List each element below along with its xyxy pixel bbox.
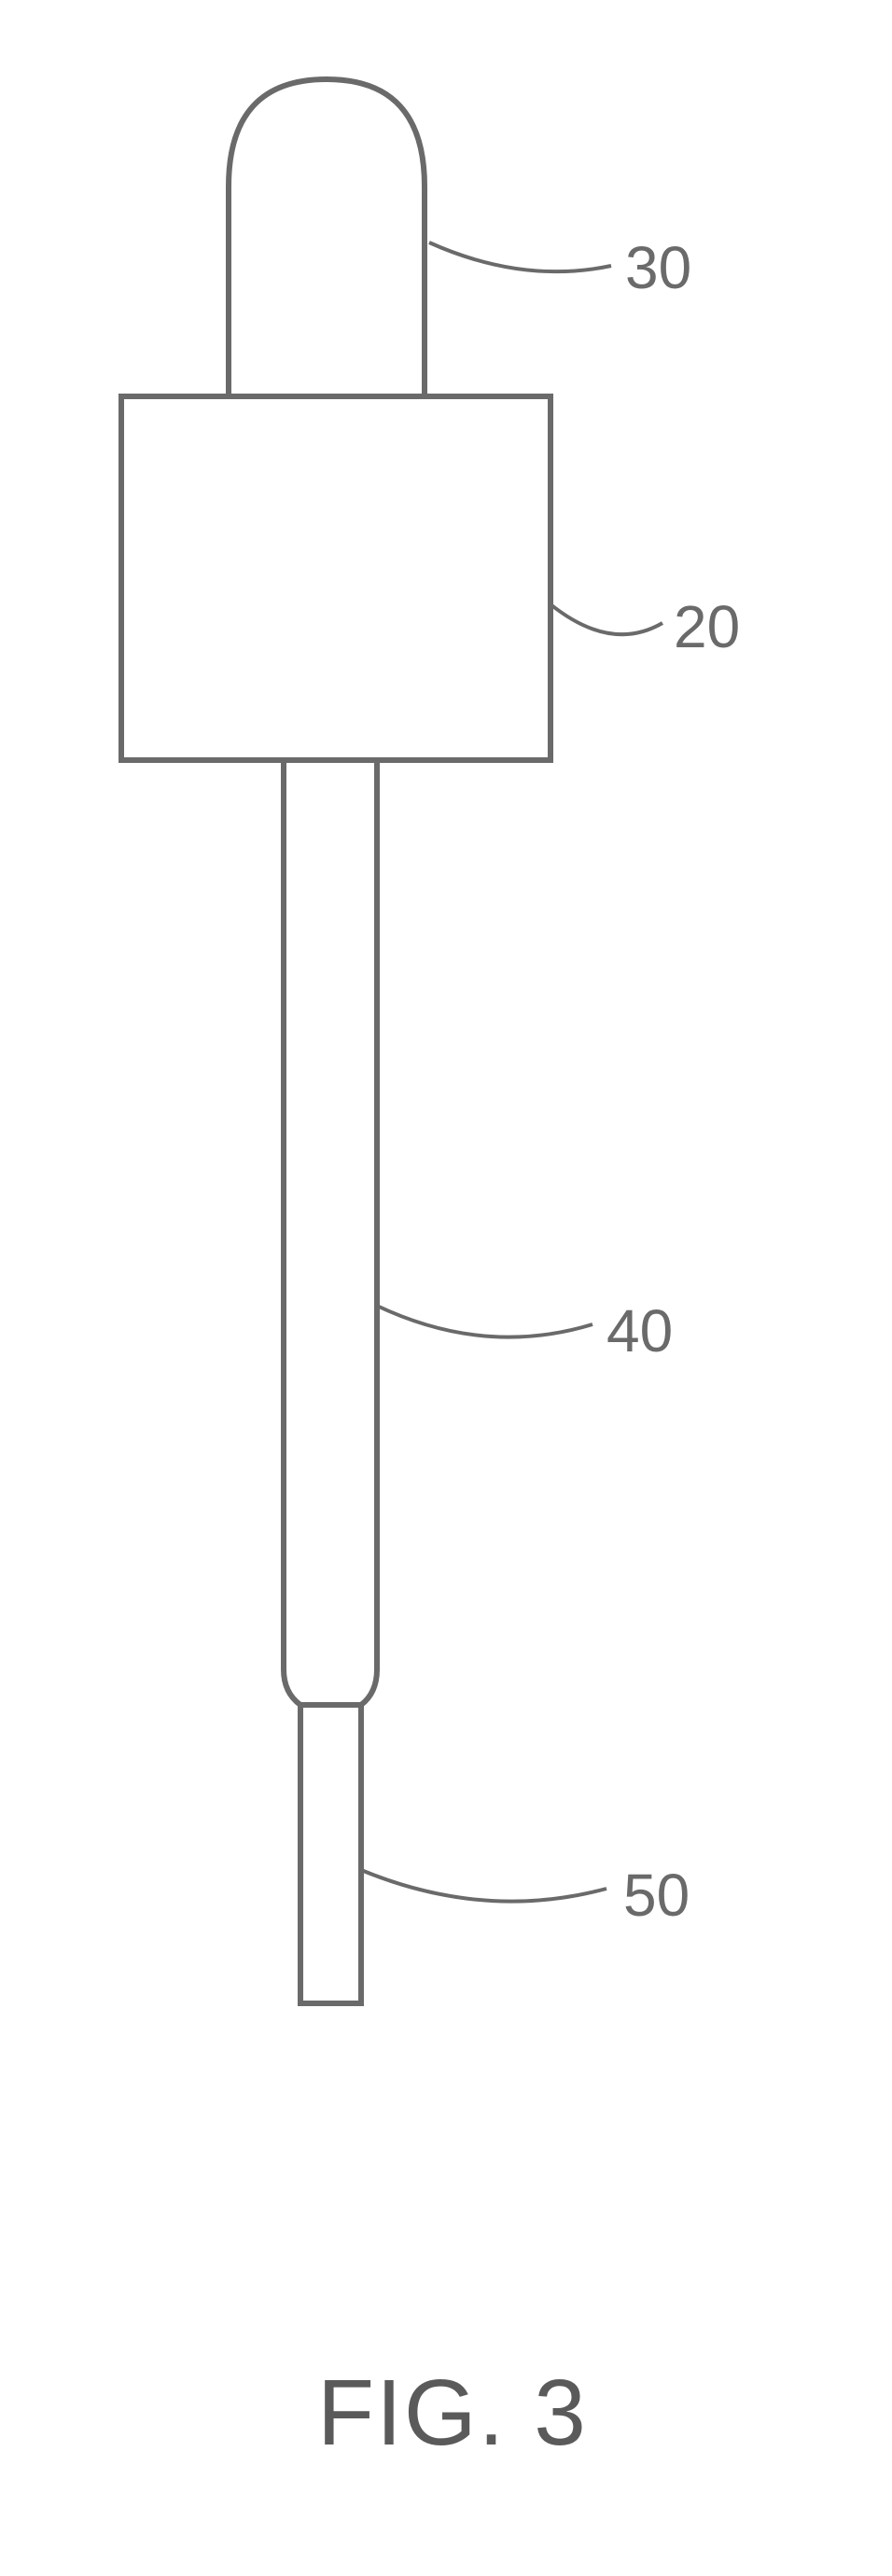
label-50: 50 <box>623 1861 690 1930</box>
bulb-shape <box>229 79 425 396</box>
cap-shape <box>121 396 551 760</box>
tip-shape <box>300 1705 361 2003</box>
leader-30 <box>429 242 611 271</box>
label-40: 40 <box>606 1296 673 1365</box>
leader-40 <box>377 1306 592 1337</box>
figure-caption: FIG. 3 <box>317 2360 588 2467</box>
leader-20 <box>551 604 662 634</box>
label-30: 30 <box>625 233 691 302</box>
tube-shape <box>284 760 377 1705</box>
patent-figure: 30 20 40 50 FIG. 3 <box>0 0 892 2576</box>
leader-50 <box>361 1870 606 1902</box>
figure-svg <box>0 0 892 2332</box>
label-20: 20 <box>674 592 740 661</box>
